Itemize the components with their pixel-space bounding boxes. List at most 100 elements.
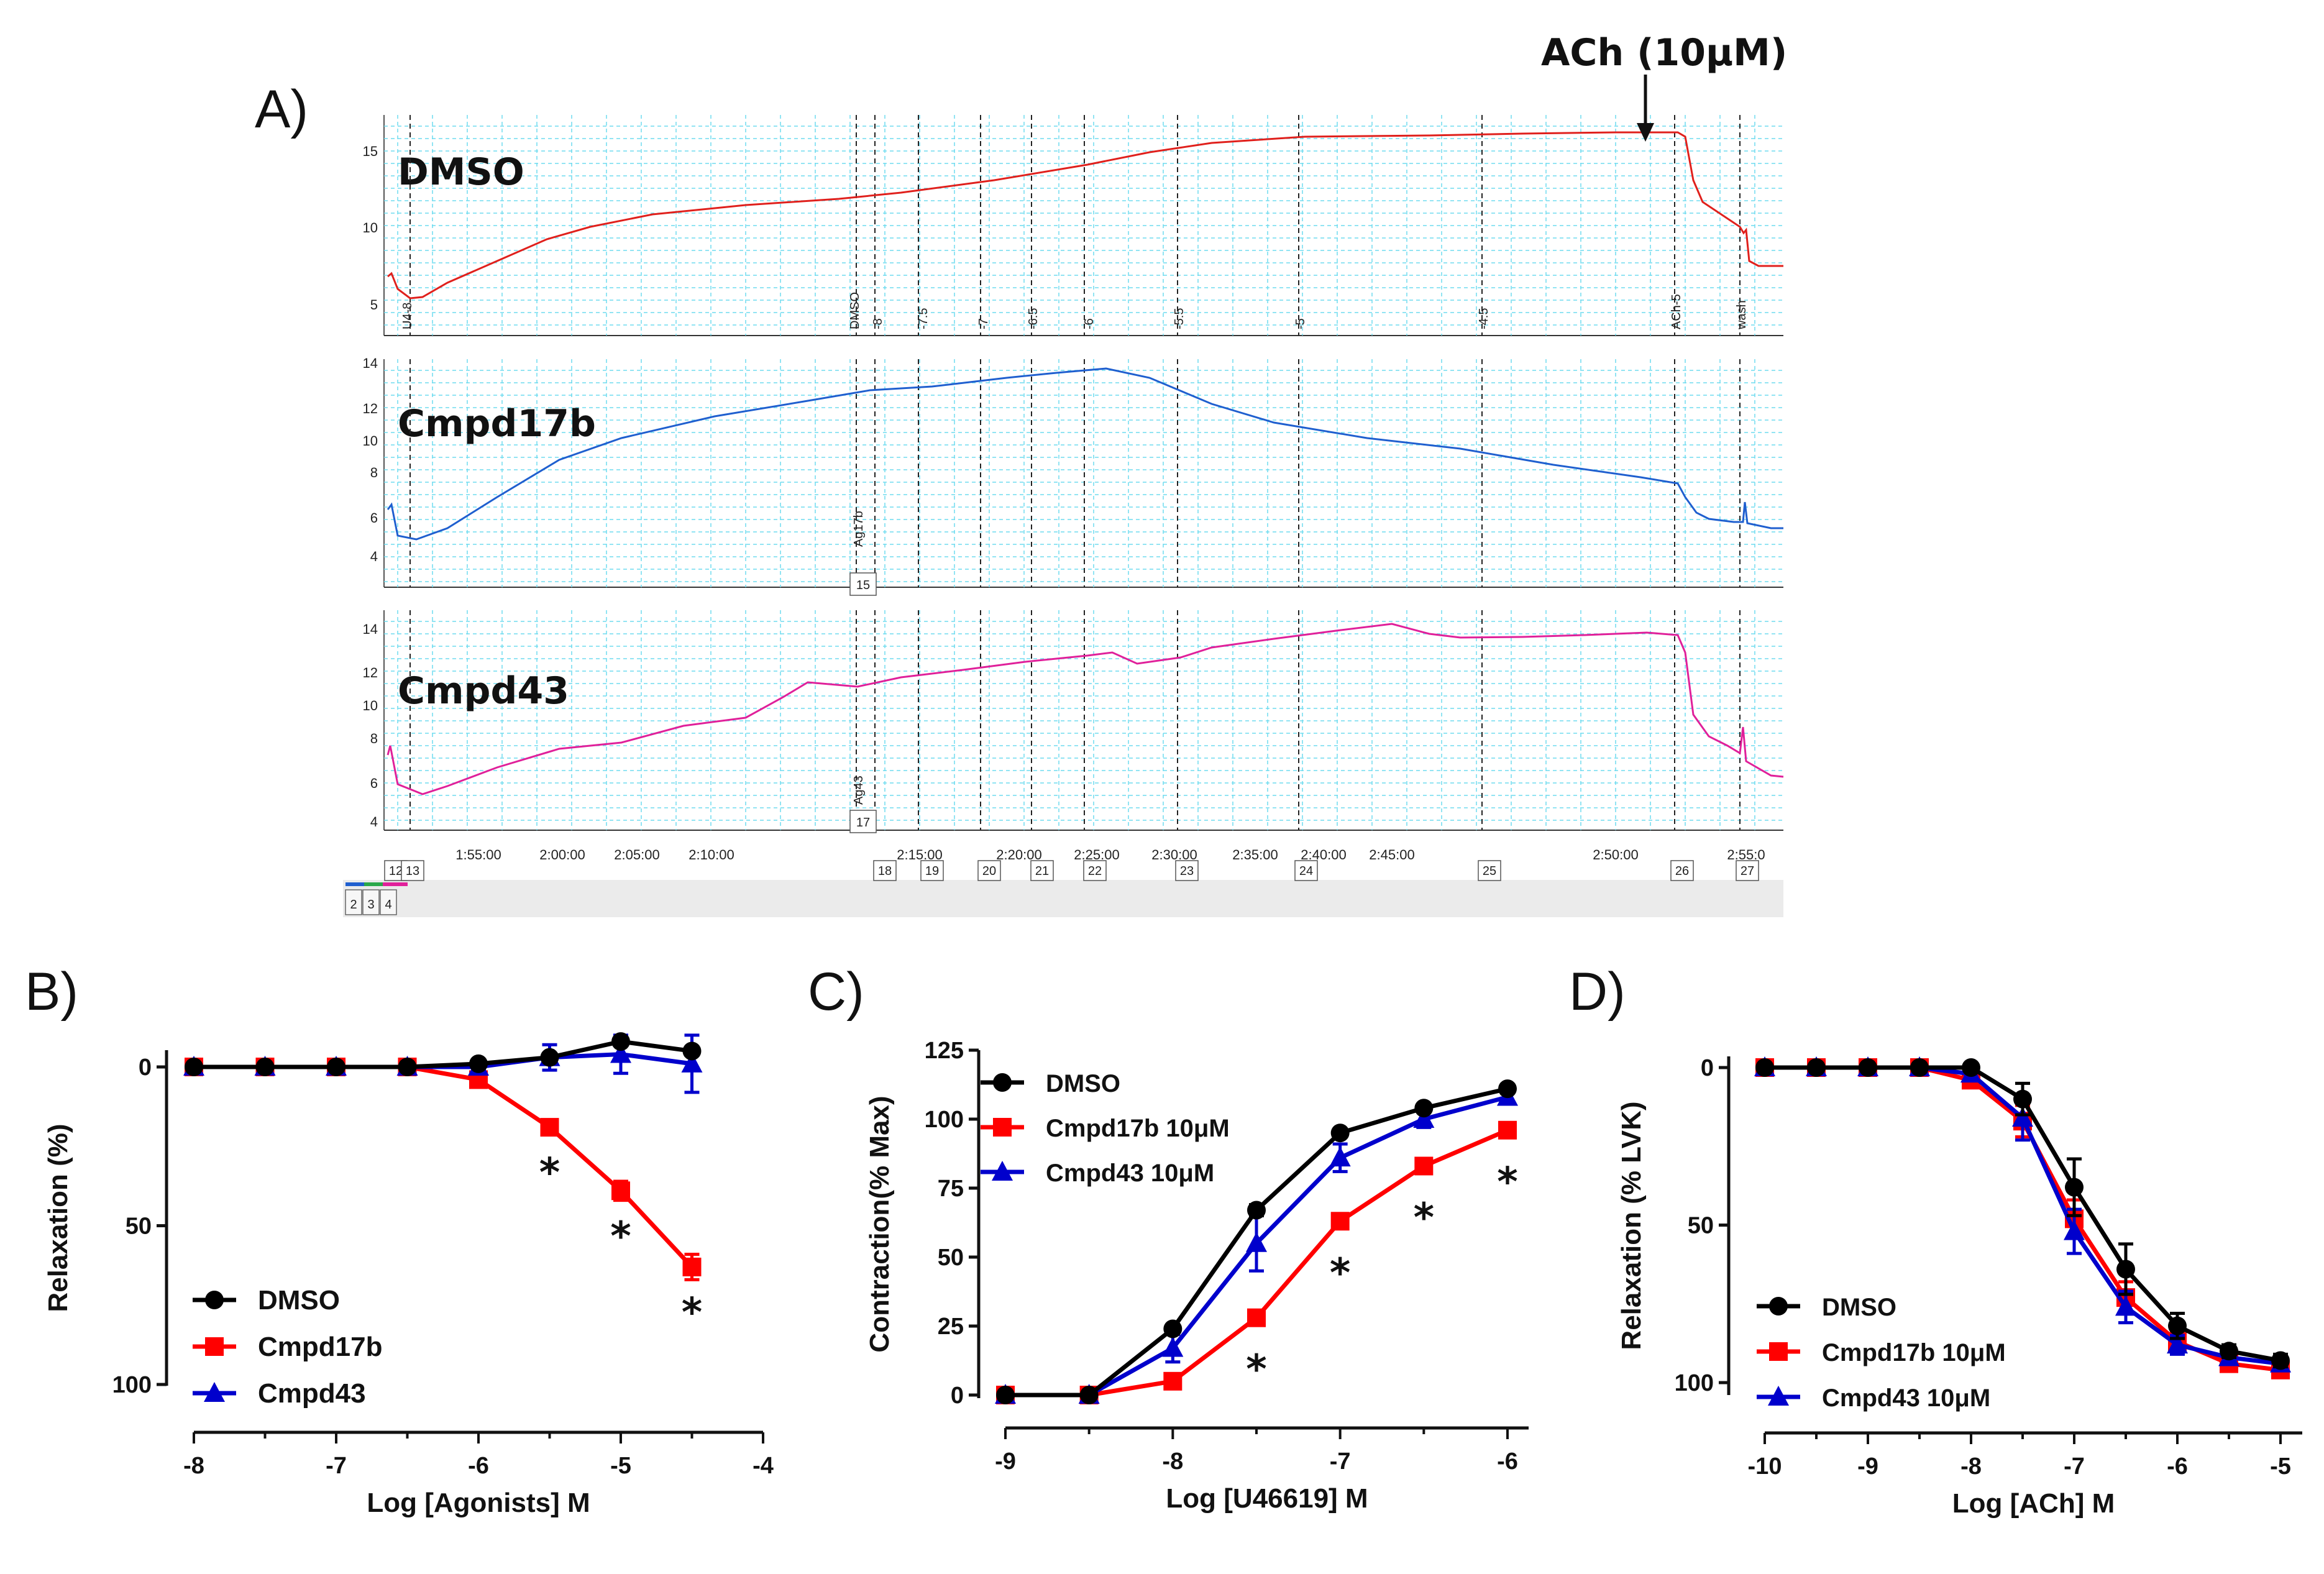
y-axis-title: Contraction(% Max) xyxy=(864,1096,895,1352)
data-point xyxy=(1163,1371,1183,1391)
y-tick-label: 50 xyxy=(938,1245,964,1271)
event-box-label: 12 xyxy=(389,864,403,878)
data-point xyxy=(2065,1178,2084,1197)
data-point xyxy=(1859,1058,1877,1077)
trace-ytick: 12 xyxy=(363,401,378,416)
data-point xyxy=(1162,1337,1184,1357)
y-tick-label: 50 xyxy=(1688,1213,1714,1239)
data-point xyxy=(1330,1212,1350,1231)
trace-line-dmso xyxy=(387,131,1783,300)
event-box-label: 26 xyxy=(1675,864,1689,878)
series-line-0 xyxy=(194,1039,692,1069)
time-label: 2:05:00 xyxy=(614,847,659,862)
trace-label-2: Cmpd43 xyxy=(398,669,569,713)
y-tick-label: 0 xyxy=(951,1383,964,1409)
legend-label-0: DMSO xyxy=(1822,1294,1896,1321)
event-box xyxy=(849,572,877,596)
data-point xyxy=(1329,1146,1351,1167)
trace-ytick: 15 xyxy=(363,144,378,159)
x-tick-label: -7 xyxy=(1330,1448,1351,1475)
significance-star: * xyxy=(1497,1160,1517,1206)
event-box-label: 19 xyxy=(925,864,939,878)
x-tick-label: -7 xyxy=(326,1453,347,1479)
legend-marker-1 xyxy=(205,1337,224,1356)
trace-ytick: 10 xyxy=(363,698,378,713)
data-point xyxy=(2116,1260,2135,1279)
data-point xyxy=(1498,1079,1517,1099)
legend-label-1: Cmpd17b xyxy=(258,1332,382,1362)
y-tick-label: 50 xyxy=(126,1214,152,1240)
data-point xyxy=(1247,1308,1266,1327)
x-tick-label: -6 xyxy=(2167,1453,2188,1480)
panel-letter-b: B) xyxy=(25,962,78,1022)
x-tick-label: -5 xyxy=(2270,1453,2291,1480)
channel-bar-magenta xyxy=(383,882,408,886)
panel-letter-d: D) xyxy=(1569,962,1626,1022)
significance-star: * xyxy=(1330,1250,1350,1296)
data-point xyxy=(1246,1232,1267,1252)
y-axis-title: Relaxation (% LVK) xyxy=(1616,1101,1647,1350)
data-point xyxy=(2013,1089,2032,1109)
event-box xyxy=(1175,860,1199,881)
data-point xyxy=(2167,1334,2188,1354)
data-point xyxy=(2115,1296,2136,1316)
panel-b-chart: 0 50 100 -8 -7 -6 -5 -4 Log [Agonists] M Relaxati… xyxy=(43,1032,774,1518)
data-point xyxy=(398,1058,417,1076)
legend-marker-1 xyxy=(993,1118,1012,1137)
trace-ytick: 4 xyxy=(370,814,378,830)
trace-ytick: 12 xyxy=(363,665,378,680)
panel-a-recording: 15 10 5 DMSO 14 12 10 8 6 4 Cmpd17b 14 12 10 8 6 4 Cmpd43… xyxy=(343,115,1784,917)
data-point xyxy=(185,1058,203,1076)
data-point xyxy=(1079,1386,1099,1404)
y-axis-title: Relaxation (%) xyxy=(43,1123,73,1312)
y-tick-label: 100 xyxy=(112,1372,152,1398)
channel-tab-label: 4 xyxy=(385,898,391,912)
time-label: 2:25:00 xyxy=(1074,847,1119,862)
x-tick-label: -10 xyxy=(1748,1453,1782,1480)
trace-ytick: 8 xyxy=(370,465,378,480)
legend-marker-1 xyxy=(1769,1342,1788,1361)
legend-label-0: DMSO xyxy=(1046,1070,1120,1097)
significance-star: * xyxy=(539,1150,560,1196)
event-box-label: 25 xyxy=(1483,864,1496,878)
trace-marker-label: -8 xyxy=(871,318,885,329)
trace-ytick: 6 xyxy=(370,510,378,526)
trace-ytick: 14 xyxy=(363,355,378,371)
x-tick-label: -8 xyxy=(183,1453,204,1479)
trace-ytick: 8 xyxy=(370,731,378,746)
data-point xyxy=(1330,1123,1350,1143)
trace-ytick: 10 xyxy=(363,433,378,449)
event-box xyxy=(1478,860,1501,881)
y-tick-label: 75 xyxy=(938,1176,964,1202)
legend-label-2: Cmpd43 10μM xyxy=(1046,1160,1214,1187)
x-axis-title: Log [Agonists] M xyxy=(367,1488,590,1518)
x-axis-title: Log [U46619] M xyxy=(1166,1483,1368,1514)
trace-marker-label: -5 xyxy=(1294,318,1307,329)
significance-star: * xyxy=(1414,1195,1434,1241)
trace-marker-label: -7.5 xyxy=(917,308,930,329)
data-point xyxy=(2271,1351,2290,1370)
event-box xyxy=(1670,860,1694,881)
data-point xyxy=(1807,1058,1826,1077)
time-label: 2:45:00 xyxy=(1369,847,1414,862)
x-tick-label: -8 xyxy=(1960,1453,1982,1480)
event-box-label: 23 xyxy=(1180,864,1194,878)
legend-marker-0 xyxy=(1769,1297,1788,1315)
event-box-label: 15 xyxy=(856,579,870,592)
y-tick-label: 25 xyxy=(938,1314,964,1340)
panel-d-chart: 0 50 100 -10 -9 -8 -7 -6 -5 Log [ACh] M Relaxation… xyxy=(1616,1055,2302,1519)
trace-ytick: 10 xyxy=(363,220,378,236)
time-label: 2:10:00 xyxy=(689,847,734,862)
data-point xyxy=(540,1048,559,1067)
event-box xyxy=(1294,860,1318,881)
data-point xyxy=(2220,1342,2238,1361)
trace-marker-label: -6 xyxy=(1082,318,1096,329)
legend-marker-2 xyxy=(992,1161,1013,1181)
data-point xyxy=(1498,1120,1517,1140)
time-label: 2:40:00 xyxy=(1301,847,1346,862)
data-point xyxy=(611,1181,630,1201)
channel-tab xyxy=(380,889,397,915)
data-point xyxy=(1910,1058,1929,1077)
event-box-label: 20 xyxy=(982,864,996,878)
time-label: 2:30:00 xyxy=(1151,847,1197,862)
